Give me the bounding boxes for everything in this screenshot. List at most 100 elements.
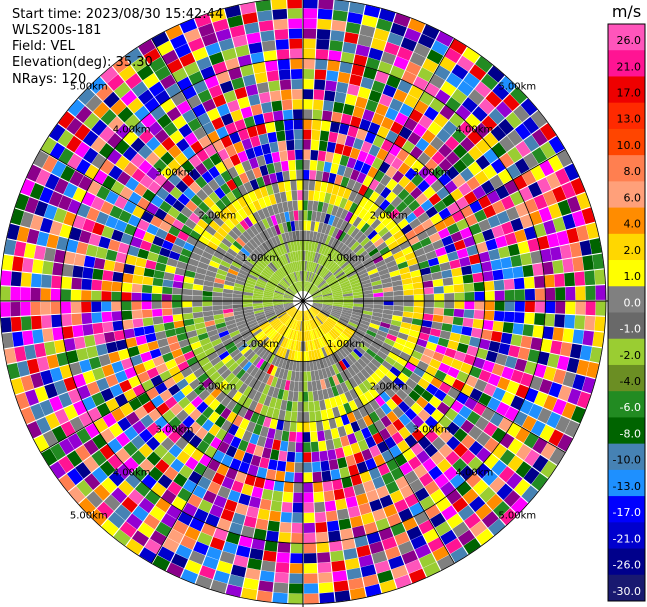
ppi-gate — [241, 483, 254, 496]
ppi-gate — [12, 256, 24, 272]
ppi-gate — [408, 263, 420, 272]
ppi-gate — [360, 426, 372, 439]
ppi-gate — [261, 242, 270, 252]
ppi-gate — [210, 436, 223, 450]
ppi-gate — [531, 473, 548, 491]
ppi-gate — [212, 309, 224, 316]
ppi-gate — [284, 232, 291, 243]
ppi-gate — [336, 350, 345, 360]
ppi-gate — [275, 334, 283, 345]
ppi-gate — [423, 186, 436, 199]
ppi-gate — [130, 236, 143, 248]
ppi-gate — [33, 434, 50, 453]
ppi-gate — [226, 203, 238, 215]
ppi-gate — [258, 334, 268, 344]
ppi-gate — [393, 361, 405, 372]
ppi-gate — [132, 274, 144, 285]
ppi-gate — [123, 263, 135, 275]
ppi-gate — [222, 337, 234, 347]
ppi-gate — [295, 159, 303, 170]
ppi-gate — [323, 490, 335, 502]
ppi-gate — [294, 371, 300, 382]
ppi-gate — [249, 433, 260, 445]
ppi-gate — [466, 176, 481, 191]
ppi-gate — [127, 346, 140, 358]
ppi-gate — [423, 307, 434, 315]
ppi-gate — [131, 56, 149, 73]
ppi-gate — [266, 216, 274, 228]
ppi-gate — [310, 329, 316, 340]
ppi-gate — [360, 140, 373, 154]
ppi-gate — [66, 117, 83, 135]
ppi-gate — [182, 282, 194, 290]
ppi-gate — [211, 338, 223, 347]
ppi-gate — [0, 302, 11, 317]
ppi-gate — [249, 225, 259, 236]
ppi-gate — [237, 322, 248, 330]
ppi-gate — [423, 528, 440, 544]
ppi-gate — [505, 206, 520, 221]
ppi-gate — [303, 119, 312, 130]
ppi-gate — [377, 211, 389, 223]
ppi-gate — [205, 225, 217, 236]
ppi-gate — [311, 119, 322, 131]
ppi-gate — [425, 383, 439, 396]
ppi-gate — [338, 258, 348, 268]
ppi-gate — [208, 398, 221, 411]
ppi-gate — [321, 244, 328, 255]
ppi-gate — [316, 160, 325, 172]
ppi-gate — [373, 383, 384, 395]
ppi-gate — [235, 316, 246, 323]
ppi-gate — [0, 317, 12, 333]
ppi-gate — [163, 272, 175, 281]
ppi-gate — [269, 141, 279, 153]
ppi-gate — [449, 259, 461, 269]
ppi-gate — [93, 417, 109, 433]
ppi-gate — [370, 372, 382, 384]
ppi-gate — [261, 101, 273, 114]
ppi-gate — [391, 565, 408, 579]
ppi-gate — [324, 429, 333, 441]
ppi-gate — [217, 211, 229, 223]
ppi-gate — [279, 281, 288, 289]
ppi-gate — [378, 268, 390, 276]
ppi-gate — [261, 350, 270, 361]
ppi-gate — [444, 301, 455, 309]
ppi-gate — [58, 438, 75, 455]
ppi-gate — [286, 306, 296, 314]
ppi-gate — [556, 355, 570, 371]
ppi-gate — [347, 273, 358, 281]
ppi-gate — [291, 522, 303, 533]
ppi-gate — [146, 367, 160, 379]
ppi-gate — [184, 372, 197, 384]
ppi-gate — [309, 308, 318, 316]
ppi-gate — [319, 267, 327, 277]
ppi-gate — [305, 341, 309, 352]
ppi-gate — [345, 268, 356, 276]
ppi-gate — [123, 441, 138, 457]
ppi-gate — [554, 314, 565, 328]
ppi-gate — [433, 113, 449, 128]
ppi-gate — [283, 298, 293, 301]
ppi-gate — [480, 261, 493, 272]
ppi-gate — [452, 413, 467, 428]
ppi-gate — [184, 526, 201, 541]
ppi-gate — [409, 218, 422, 230]
ppi-gate — [217, 364, 228, 376]
colorbar-tick-label: -26.0 — [613, 559, 641, 572]
ppi-gate — [222, 207, 233, 219]
ppi-gate — [370, 233, 382, 244]
ppi-gate — [567, 388, 582, 405]
ppi-gate — [237, 128, 250, 141]
ppi-gate — [264, 540, 278, 552]
ppi-gate — [262, 384, 271, 396]
ppi-gate — [476, 528, 494, 546]
ppi-gate — [102, 321, 114, 333]
ppi-gate — [354, 535, 369, 548]
ppi-gate — [404, 340, 416, 350]
ppi-gate — [311, 340, 316, 351]
ppi-gate — [515, 384, 530, 399]
ppi-gate — [269, 397, 277, 409]
ppi-gate — [296, 240, 301, 251]
ppi-gate — [196, 327, 207, 336]
